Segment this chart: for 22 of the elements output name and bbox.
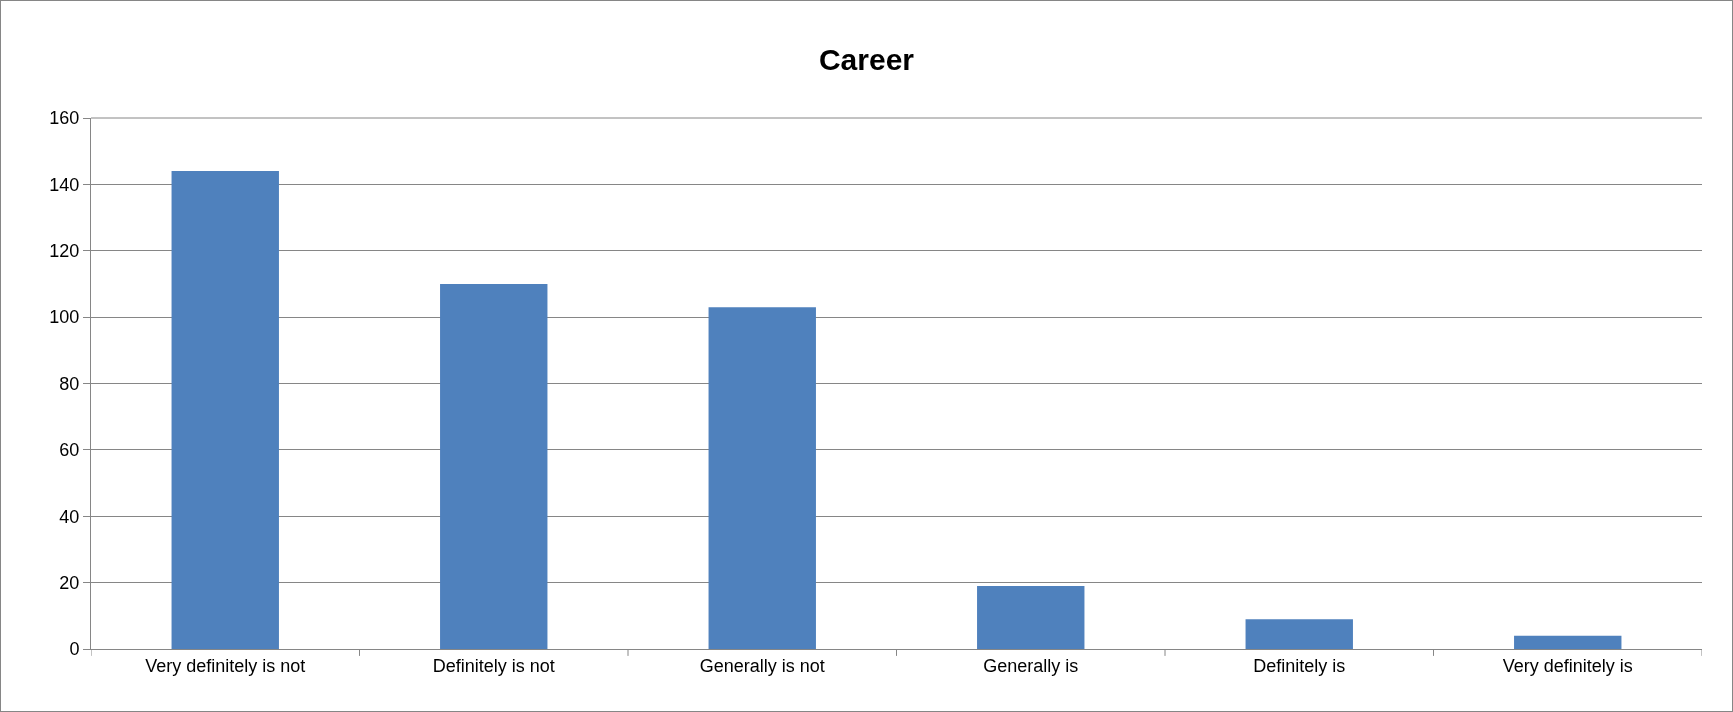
x-tick-label: Generally is not [699,655,825,676]
bar [977,585,1085,649]
y-tick-label: 20 [59,572,80,593]
bar [1245,619,1353,649]
y-tick-label: 40 [59,506,80,527]
bar [440,283,548,649]
x-tick-label: Definitely is not [432,655,555,676]
y-tick-label: 140 [49,174,80,195]
x-tick-label: Very definitely is [1502,655,1633,676]
y-tick-label: 60 [59,440,80,461]
x-tick-label: Very definitely is not [145,655,306,676]
x-tick-label: Definitely is [1253,655,1346,676]
chart-title: Career [818,43,915,77]
y-tick-label: 80 [59,373,80,394]
y-tick-label: 0 [69,639,80,660]
y-tick-label: 100 [49,307,80,328]
bar [1514,635,1622,649]
y-tick-label: 160 [49,108,80,129]
x-tick-label: Generally is [983,655,1079,676]
y-tick-label: 120 [49,241,80,262]
bar [708,307,816,649]
bar [171,171,279,649]
